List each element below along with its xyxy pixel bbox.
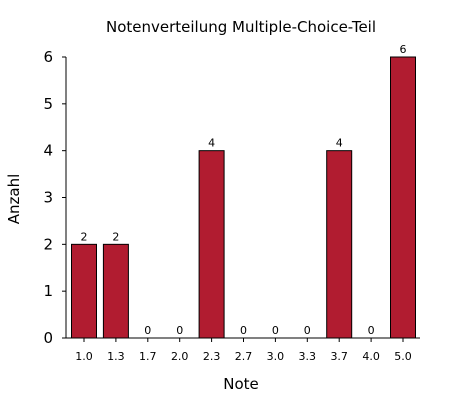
x-tick-label: 2.0 [171,350,189,363]
bar [390,56,416,339]
data-label: 6 [400,43,407,56]
x-tick-label: 4.0 [362,350,380,363]
data-label: 2 [112,230,119,243]
y-tick-label: 4 [43,142,53,160]
y-tick-label: 0 [43,329,53,347]
x-ticks-group: 1.0 1.3 1.7 2.0 2.3 2.7 3.0 3.3 3.7 4.0 5.0 [75,338,412,363]
data-label: 0 [240,324,247,337]
y-tick-label: 2 [43,235,53,253]
y-axis-label: Anzahl [5,174,23,225]
data-label: 0 [144,324,151,337]
x-tick-label: 1.3 [107,350,125,363]
bar [198,150,225,339]
x-tick-label: 3.0 [267,350,285,363]
chart-title: Notenverteilung Multiple-Choice-Teil [106,18,376,36]
x-tick-label: 3.7 [330,350,348,363]
bars-group [71,56,416,339]
x-tick-label: 3.3 [299,350,317,363]
value-labels-group: 2 2 0 0 4 0 0 0 4 0 6 [81,43,407,337]
data-label: 4 [336,137,343,150]
x-tick-label: 5.0 [394,350,412,363]
bar [326,150,353,339]
x-tick-label: 1.7 [139,350,157,363]
y-tick-label: 6 [43,48,53,66]
x-axis-label: Note [223,375,259,393]
data-label: 2 [81,230,88,243]
x-tick-label: 1.0 [75,350,93,363]
y-ticks-group: 0 1 2 3 4 5 6 [43,48,66,347]
y-tick-label: 3 [43,189,53,207]
bar [71,243,97,339]
y-tick-label: 5 [43,95,53,113]
x-tick-label: 2.7 [235,350,253,363]
data-label: 0 [176,324,183,337]
data-label: 0 [368,324,375,337]
x-tick-label: 2.3 [203,350,221,363]
data-label: 4 [208,137,215,150]
y-tick-label: 1 [43,282,53,300]
data-label: 0 [304,324,311,337]
bar [102,243,129,339]
data-label: 0 [272,324,279,337]
